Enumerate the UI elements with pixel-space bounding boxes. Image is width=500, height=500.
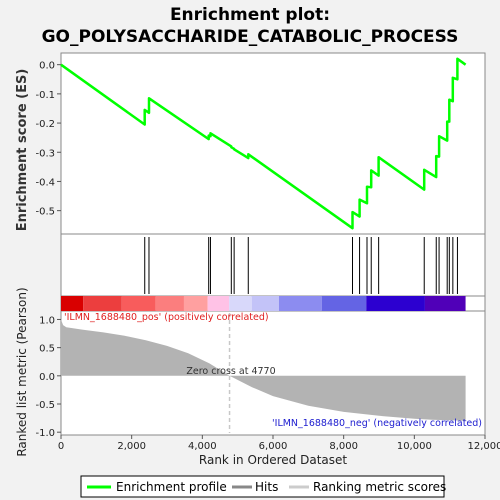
colorbar-segment: [251, 296, 280, 311]
xtick-label: 0: [58, 441, 64, 452]
es-ytick-label: -0.5: [35, 207, 55, 218]
colorbar-segment: [207, 296, 230, 311]
metric-ytick-label: 0.5: [39, 344, 55, 355]
metric-ylabel: Ranked list metric (Pearson): [15, 287, 29, 456]
pos-correlated-label: 'ILMN_1688480_pos' (positively correlate…: [64, 312, 269, 323]
legend-label-metric: Ranking metric scores: [313, 480, 446, 494]
es-ytick-label: -0.3: [35, 148, 55, 159]
x-axis-label: Rank in Ordered Dataset: [199, 453, 347, 467]
es-ylabel: Enrichment score (ES): [15, 69, 30, 232]
es-ytick-label: -0.2: [35, 119, 55, 130]
colorbar-segment: [321, 296, 367, 311]
hit-marks: [144, 237, 458, 294]
chart-title-line1: Enrichment plot:: [170, 5, 330, 25]
es-ytick-label: -0.1: [35, 90, 55, 101]
metric-ytick-label: -0.5: [35, 400, 55, 411]
colorbar-segment: [279, 296, 322, 311]
colorbar-segment: [83, 296, 122, 311]
metric-ytick-label: 0.0: [39, 372, 55, 383]
legend-box: [80, 475, 445, 498]
colorbar-segment: [229, 296, 252, 311]
colorbar-segment: [183, 296, 208, 311]
ranking-colorbar: [61, 296, 466, 311]
colorbar-segment: [155, 296, 184, 311]
es-ytick-label: -0.4: [35, 177, 55, 188]
xtick-label: 6,000: [259, 441, 288, 452]
hits-panel: [60, 233, 486, 297]
colorbar-segment: [121, 296, 156, 311]
x-ticks: 0 2,000 4,000 6,000 8,000 10,000 12,000: [58, 435, 500, 452]
colorbar-segment: [61, 296, 84, 311]
xtick-label: 8,000: [329, 441, 358, 452]
neg-correlated-label: 'ILMN_1688480_neg' (negatively correlate…: [272, 418, 482, 429]
xtick-label: 12,000: [468, 441, 500, 452]
legend-label-hits: Hits: [255, 480, 278, 494]
es-panel: [60, 52, 486, 235]
metric-ytick-label: -1.0: [35, 428, 55, 439]
es-ytick-label: 0.0: [39, 61, 55, 72]
xtick-label: 4,000: [188, 441, 217, 452]
ranked-metric-area: [61, 313, 466, 433]
enrichment-profile-series: [60, 57, 467, 230]
zero-cross-label: Zero cross at 4770: [186, 366, 275, 377]
xtick-label: 2,000: [117, 441, 146, 452]
enrichment-profile-line: [60, 57, 467, 230]
colorbar-segment: [366, 296, 425, 311]
chart-title-line2: GO_POLYSACCHARIDE_CATABOLIC_PROCESS: [42, 27, 459, 47]
ranking-metric-series: [61, 319, 466, 421]
legend-label-profile: Enrichment profile: [116, 480, 227, 494]
colorbar-segment: [424, 296, 466, 311]
metric-y-ticks: 1.0 0.5 0.0 -0.5 -1.0: [35, 315, 61, 439]
xtick-label: 10,000: [397, 441, 432, 452]
metric-ytick-label: 1.0: [39, 315, 55, 326]
es-y-ticks: 0.0 -0.1 -0.2 -0.3 -0.4 -0.5: [35, 61, 61, 218]
legend: Enrichment profile Hits Ranking metric s…: [80, 475, 446, 498]
